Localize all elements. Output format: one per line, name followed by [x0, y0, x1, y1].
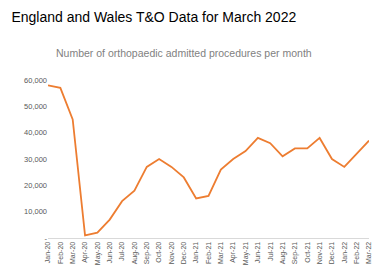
svg-text:Nov-21: Nov-21: [316, 242, 323, 265]
svg-text:30,000: 30,000: [24, 155, 47, 164]
svg-text:Aug-20: Aug-20: [131, 242, 139, 265]
svg-text:Dec-21: Dec-21: [328, 242, 335, 265]
svg-text:May-21: May-21: [242, 242, 250, 265]
svg-text:60,000: 60,000: [24, 76, 47, 85]
svg-text:Apr-20: Apr-20: [81, 242, 89, 263]
svg-text:Dec-20: Dec-20: [180, 242, 187, 265]
svg-text:Jul-21: Jul-21: [267, 242, 274, 261]
svg-text:Feb-21: Feb-21: [205, 242, 212, 264]
svg-text:Jun-21: Jun-21: [254, 242, 261, 264]
svg-text:Jul-20: Jul-20: [118, 242, 125, 261]
svg-text:England and Wales T&O Data for: England and Wales T&O Data for March 202…: [11, 9, 296, 25]
svg-text:40,000: 40,000: [24, 128, 47, 137]
svg-text:Aug-21: Aug-21: [279, 242, 287, 265]
svg-text:Sep-21: Sep-21: [291, 242, 299, 265]
svg-text:Apr-21: Apr-21: [229, 242, 237, 263]
svg-text:50,000: 50,000: [24, 102, 47, 111]
svg-text:20,000: 20,000: [24, 181, 47, 190]
svg-text:Feb-22: Feb-22: [353, 242, 360, 264]
svg-text:-: -: [45, 234, 48, 243]
svg-text:Nov-20: Nov-20: [168, 242, 175, 265]
svg-text:May-20: May-20: [94, 242, 102, 265]
svg-text:Mar-21: Mar-21: [217, 242, 224, 264]
svg-text:Jan-21: Jan-21: [192, 242, 199, 264]
svg-text:Oct-21: Oct-21: [304, 242, 311, 263]
svg-text:10,000: 10,000: [24, 207, 47, 216]
svg-text:Jan-22: Jan-22: [341, 242, 348, 264]
svg-text:Mar-20: Mar-20: [69, 242, 76, 264]
svg-text:Oct-20: Oct-20: [155, 242, 162, 263]
svg-text:Number of orthopaedic admitted: Number of orthopaedic admitted procedure…: [56, 47, 312, 59]
svg-text:Sep-20: Sep-20: [143, 242, 151, 265]
svg-text:Jun-20: Jun-20: [106, 242, 113, 264]
svg-text:Jan-20: Jan-20: [44, 242, 51, 264]
svg-text:Feb-20: Feb-20: [57, 242, 64, 264]
svg-text:Mar-22: Mar-22: [365, 242, 372, 264]
